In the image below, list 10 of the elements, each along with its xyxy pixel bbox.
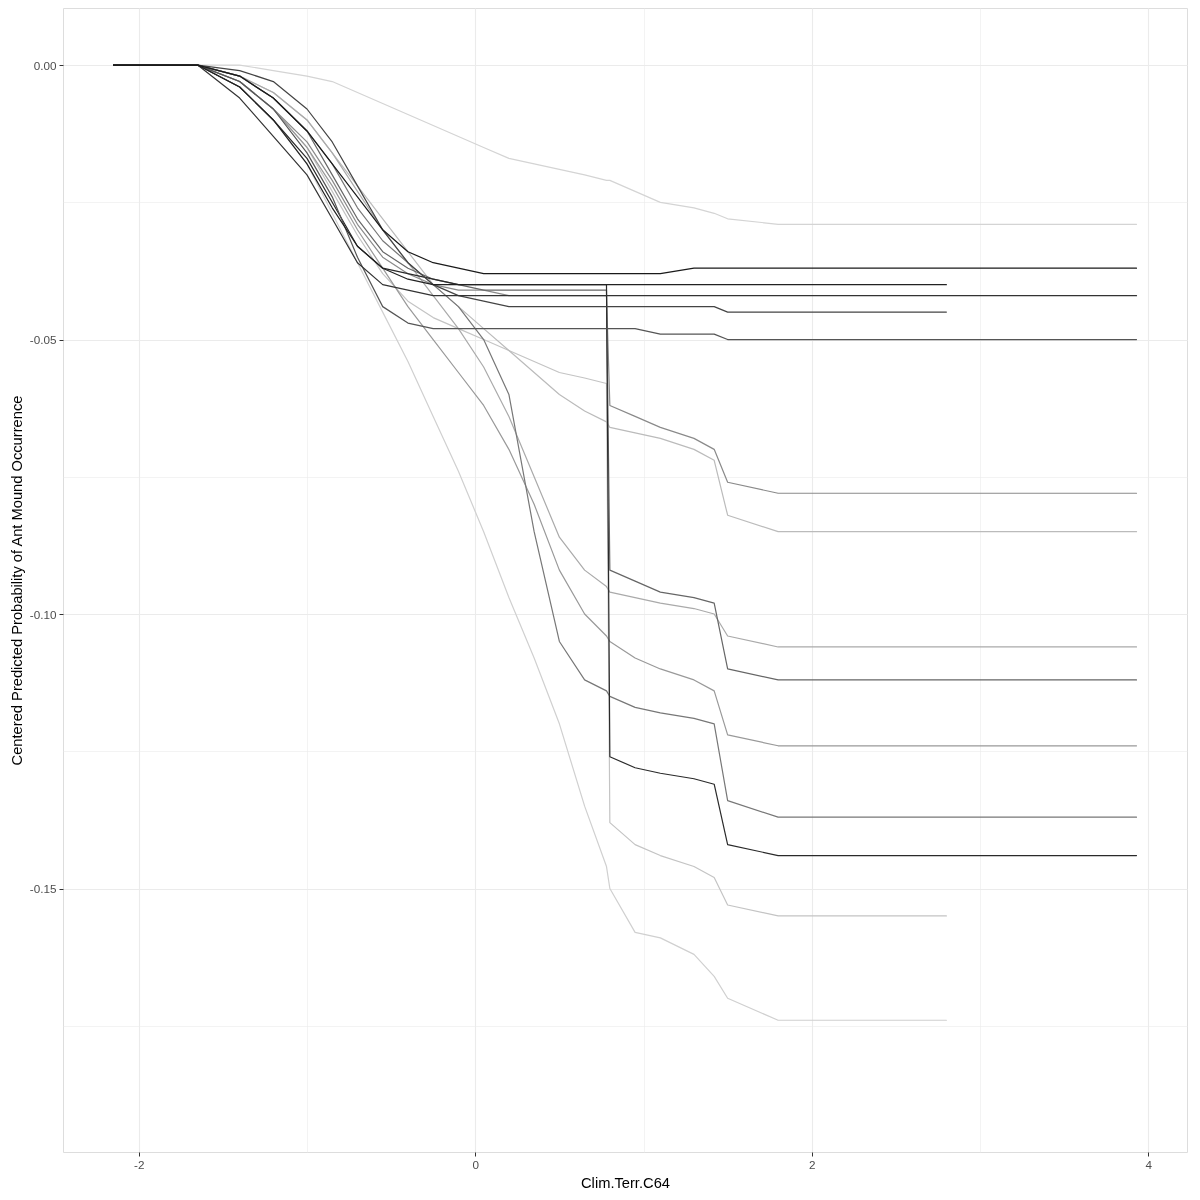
y-tick-label: 0.00 bbox=[33, 58, 57, 72]
x-tick-label: -2 bbox=[134, 1157, 145, 1171]
y-axis-title: Centered Predicted Probability of Ant Mound Occurrence bbox=[8, 395, 25, 766]
x-tick-label: 0 bbox=[472, 1157, 480, 1171]
y-tick-label: -0.15 bbox=[29, 882, 57, 896]
x-tick-label: 4 bbox=[1145, 1157, 1153, 1171]
x-axis-title: Clim.Terr.C64 bbox=[581, 1175, 670, 1192]
y-tick-label: -0.10 bbox=[29, 607, 57, 621]
x-tick-label: 2 bbox=[809, 1157, 816, 1171]
y-tick-label: -0.05 bbox=[29, 333, 57, 347]
